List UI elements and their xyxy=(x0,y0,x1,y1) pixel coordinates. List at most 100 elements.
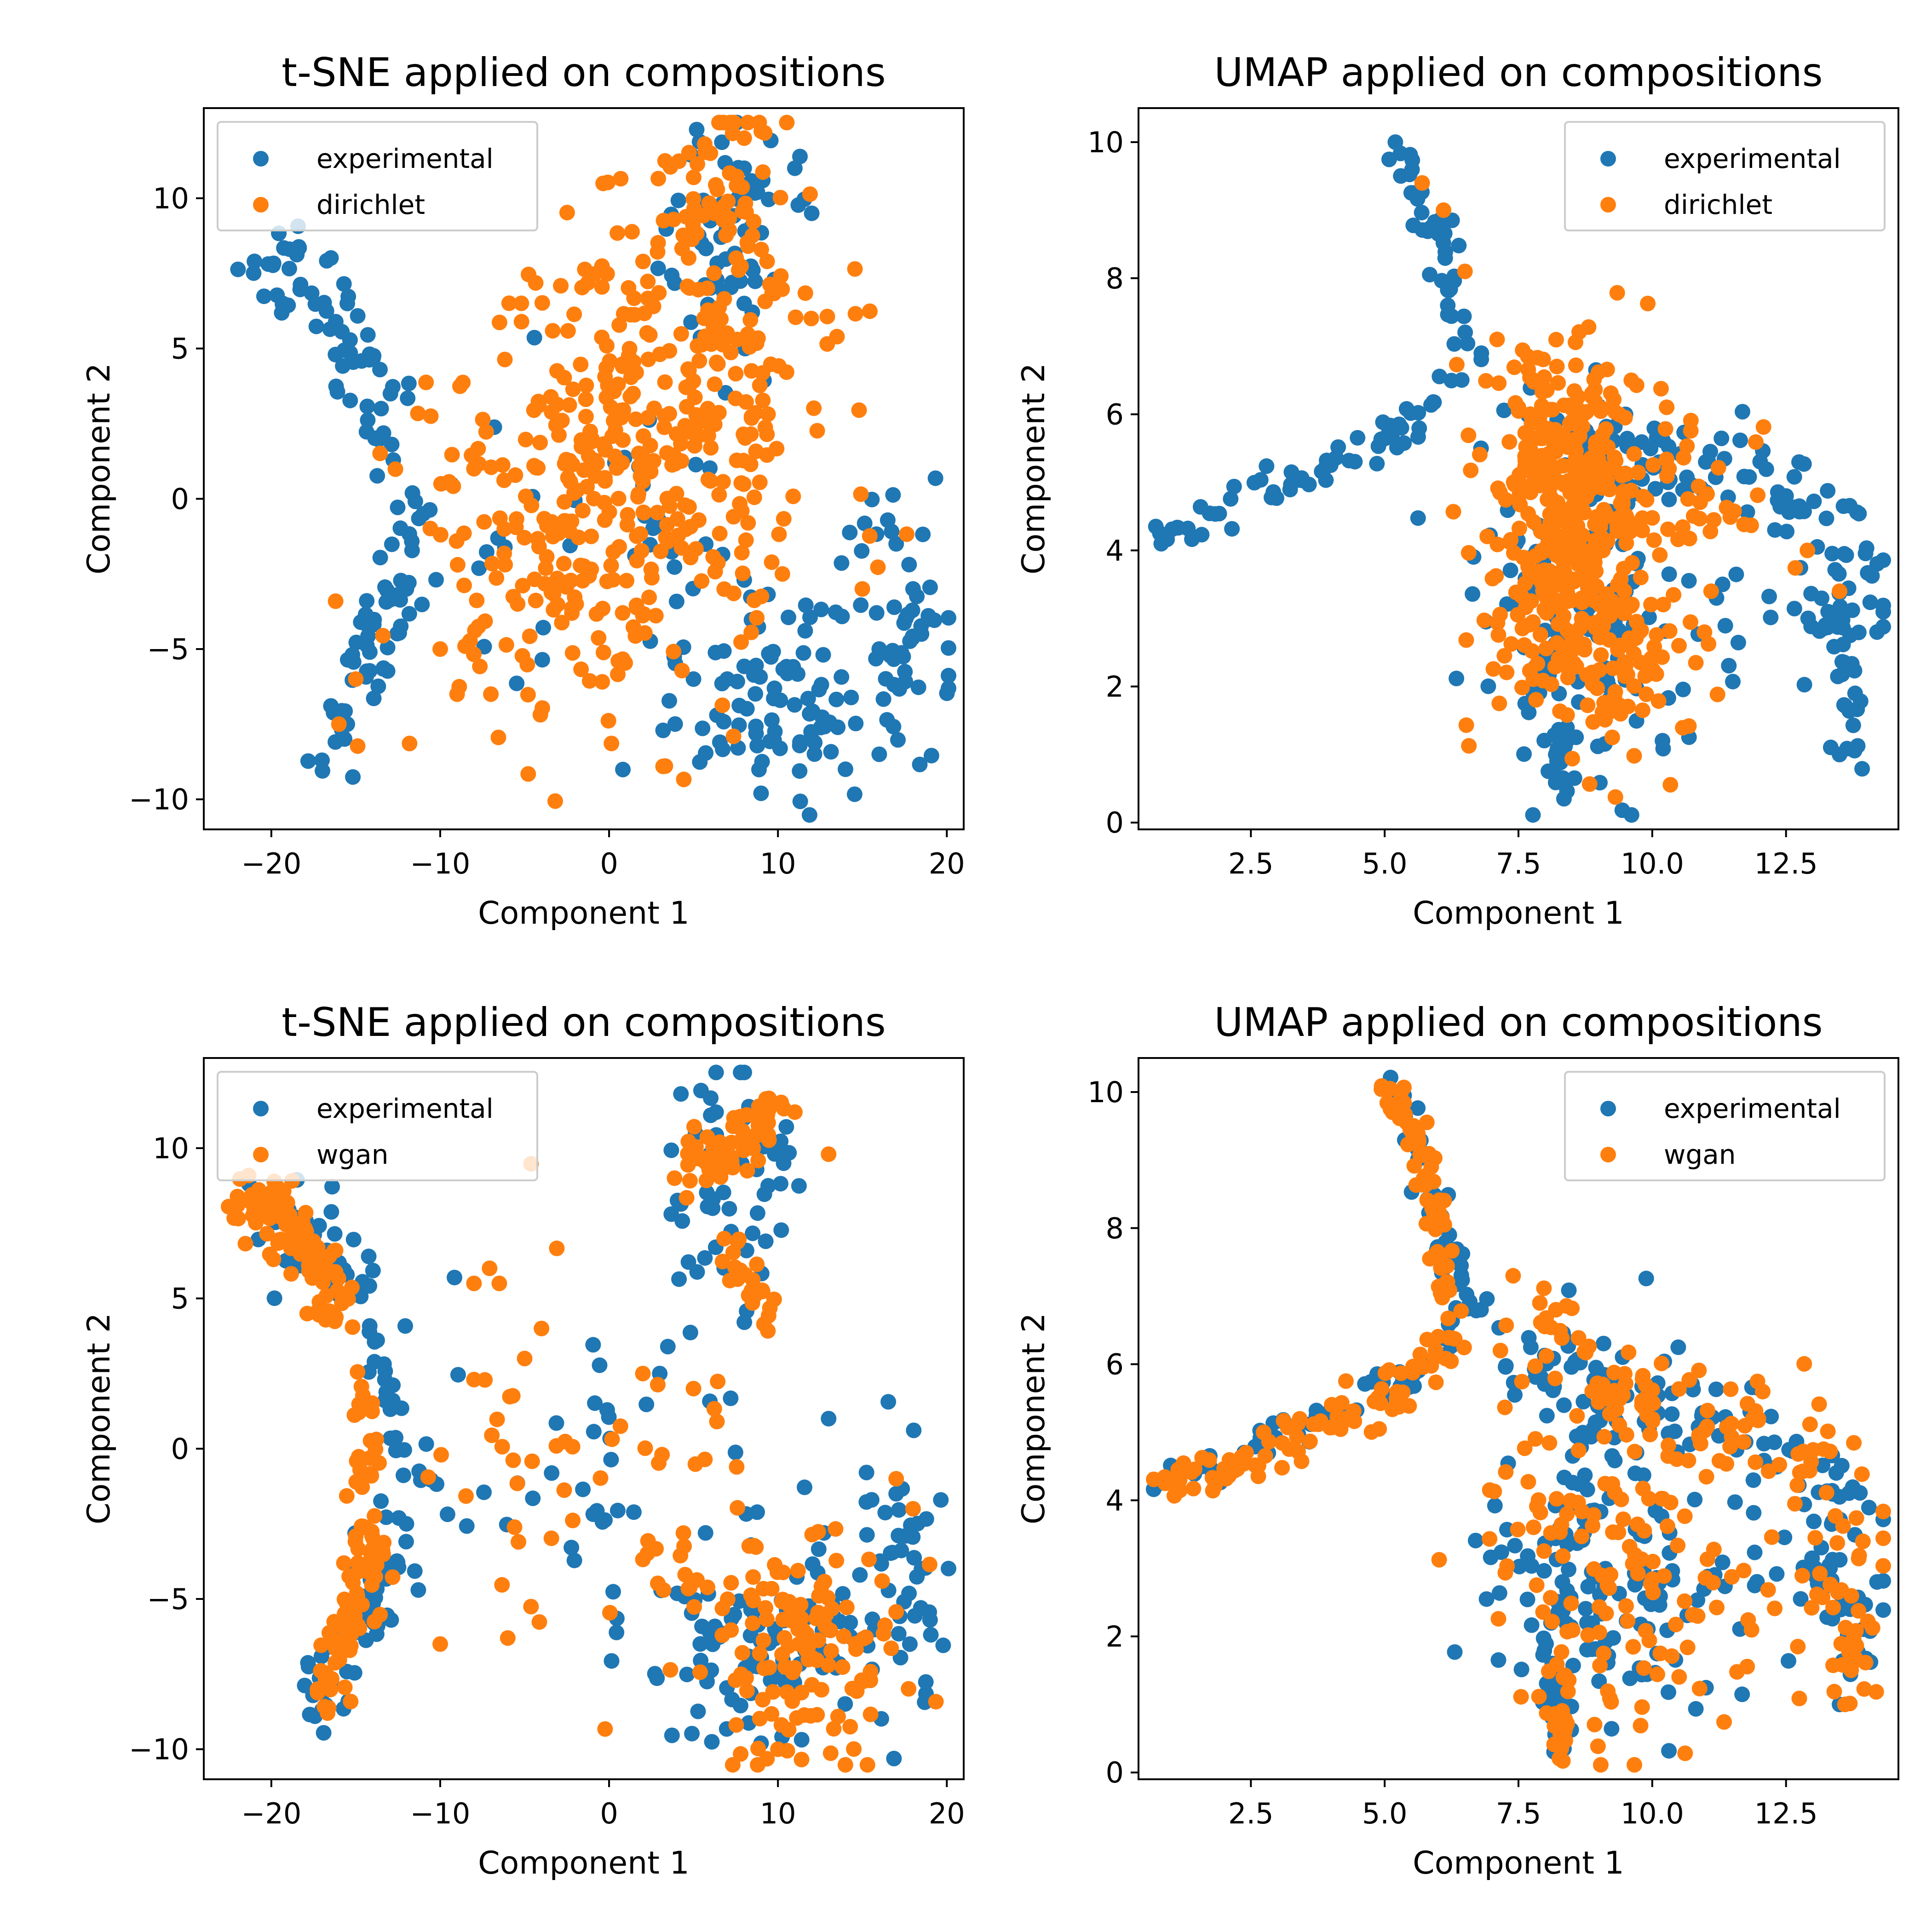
scatter-point-wgan xyxy=(491,1276,507,1291)
scatter-point-dirichlet xyxy=(536,511,552,527)
scatter-point-experimental xyxy=(353,614,369,630)
scatter-point-experimental xyxy=(594,1514,610,1530)
scatter-point-wgan xyxy=(246,1202,262,1218)
scatter-point-experimental xyxy=(1861,1500,1877,1516)
scatter-point-experimental xyxy=(362,644,378,660)
scatter-point-dirichlet xyxy=(862,528,878,544)
scatter-point-dirichlet xyxy=(625,619,641,635)
scatter-point-wgan xyxy=(1564,1300,1580,1317)
scatter-point-dirichlet xyxy=(1681,718,1697,734)
scatter-point-wgan xyxy=(477,1372,493,1388)
scatter-point-dirichlet xyxy=(740,115,756,131)
scatter-point-wgan xyxy=(1482,1482,1498,1498)
scatter-point-experimental xyxy=(384,437,400,453)
scatter-point-dirichlet xyxy=(470,441,486,457)
scatter-point-experimental xyxy=(1169,519,1185,535)
scatter-point-experimental xyxy=(787,160,803,176)
scatter-point-experimental xyxy=(868,650,884,667)
scatter-point-wgan xyxy=(862,1706,879,1722)
scatter-point-wgan xyxy=(1739,1659,1755,1674)
scatter-point-dirichlet xyxy=(628,411,644,427)
scatter-point-wgan xyxy=(635,1552,651,1568)
scatter-point-dirichlet xyxy=(557,456,573,472)
legend-marker-experimental xyxy=(253,1101,269,1116)
scatter-point-wgan xyxy=(556,1482,572,1498)
scatter-point-dirichlet xyxy=(1533,545,1549,561)
scatter-point-wgan xyxy=(751,1098,767,1115)
scatter-point-experimental xyxy=(447,1270,462,1286)
scatter-point-wgan xyxy=(1514,1374,1530,1390)
y-tick-label: 5 xyxy=(171,332,189,366)
scatter-point-dirichlet xyxy=(779,115,795,131)
scatter-point-dirichlet xyxy=(566,306,582,322)
scatter-point-experimental xyxy=(1823,739,1839,755)
scatter-point-wgan xyxy=(1525,1519,1541,1535)
chart-title: UMAP applied on compositions xyxy=(1214,50,1823,96)
scatter-point-dirichlet xyxy=(631,486,646,502)
scatter-point-dirichlet xyxy=(802,186,818,202)
scatter-point-experimental xyxy=(534,652,550,668)
scatter-point-experimental xyxy=(792,149,808,165)
scatter-point-dirichlet xyxy=(1638,686,1654,702)
scatter-point-wgan xyxy=(682,1173,698,1189)
scatter-point-experimental xyxy=(670,192,686,208)
scatter-point-wgan xyxy=(1536,1543,1552,1559)
scatter-point-experimental xyxy=(365,350,381,366)
scatter-point-experimental xyxy=(345,654,362,670)
scatter-point-experimental xyxy=(450,1367,466,1383)
scatter-point-dirichlet xyxy=(691,512,707,528)
scatter-point-dirichlet xyxy=(742,312,759,328)
scatter-point-dirichlet xyxy=(708,354,724,370)
scatter-point-experimental xyxy=(1422,267,1438,282)
scatter-point-dirichlet xyxy=(348,671,364,687)
scatter-point-dirichlet xyxy=(1515,342,1531,358)
scatter-point-dirichlet xyxy=(472,658,488,674)
scatter-point-wgan xyxy=(1803,1454,1819,1470)
scatter-point-experimental xyxy=(749,1504,765,1520)
scatter-point-dirichlet xyxy=(680,361,696,377)
scatter-point-dirichlet xyxy=(583,529,599,544)
scatter-point-dirichlet xyxy=(703,440,719,456)
scatter-point-dirichlet xyxy=(691,353,707,369)
scatter-point-experimental xyxy=(797,1479,812,1495)
scatter-point-dirichlet xyxy=(1528,692,1544,708)
scatter-point-experimental xyxy=(736,1314,753,1330)
scatter-point-experimental xyxy=(756,1186,772,1202)
scatter-point-experimental xyxy=(373,401,389,417)
scatter-point-wgan xyxy=(1838,1620,1854,1636)
scatter-point-dirichlet xyxy=(466,646,482,662)
scatter-point-experimental xyxy=(1447,1644,1463,1660)
scatter-point-wgan xyxy=(1406,1158,1422,1174)
scatter-point-dirichlet xyxy=(650,505,665,521)
scatter-point-dirichlet xyxy=(1460,545,1477,561)
scatter-point-wgan xyxy=(466,1276,482,1291)
scatter-point-dirichlet xyxy=(716,581,732,597)
scatter-point-experimental xyxy=(1786,601,1802,616)
scatter-point-dirichlet xyxy=(1662,777,1679,793)
scatter-point-dirichlet xyxy=(720,193,736,209)
scatter-point-dirichlet xyxy=(1671,638,1687,654)
scatter-point-wgan xyxy=(782,1598,798,1614)
scatter-point-dirichlet xyxy=(1476,612,1492,628)
scatter-point-wgan xyxy=(1553,1517,1570,1533)
scatter-point-wgan xyxy=(385,1569,401,1585)
scatter-point-wgan xyxy=(1790,1639,1806,1655)
scatter-point-dirichlet xyxy=(1628,614,1644,630)
scatter-point-wgan xyxy=(775,1611,791,1627)
scatter-point-wgan xyxy=(1397,1106,1413,1122)
scatter-point-dirichlet xyxy=(1549,358,1565,374)
scatter-point-wgan xyxy=(1711,1453,1727,1469)
scatter-point-experimental xyxy=(615,761,631,777)
scatter-point-experimental xyxy=(902,633,918,649)
scatter-point-experimental xyxy=(548,1415,564,1431)
scatter-point-wgan xyxy=(888,1471,904,1487)
scatter-point-wgan xyxy=(1699,1403,1715,1419)
scatter-point-dirichlet xyxy=(694,573,710,589)
y-tick-label: 2 xyxy=(1106,670,1124,703)
scatter-point-experimental xyxy=(708,1104,724,1120)
scatter-point-wgan xyxy=(1811,1396,1827,1412)
scatter-point-wgan xyxy=(760,1323,776,1339)
scatter-point-wgan xyxy=(1636,1660,1652,1676)
scatter-point-experimental xyxy=(801,807,817,823)
scatter-point-wgan xyxy=(1634,1393,1650,1409)
